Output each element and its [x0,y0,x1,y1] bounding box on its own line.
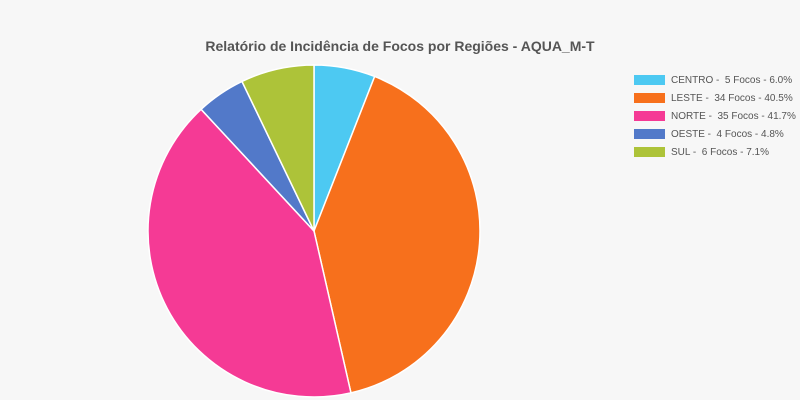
legend-item-sul[interactable]: SUL - 6 Focos - 7.1% [634,143,796,161]
legend-swatch [634,111,665,121]
legend-swatch [634,93,665,103]
legend: CENTRO - 5 Focos - 6.0% LESTE - 34 Focos … [634,71,796,161]
legend-swatch [634,147,665,157]
legend-item-centro[interactable]: CENTRO - 5 Focos - 6.0% [634,71,796,89]
legend-label: CENTRO - 5 Focos - 6.0% [671,74,793,86]
legend-swatch [634,129,665,139]
legend-item-norte[interactable]: NORTE - 35 Focos - 41.7% [634,107,796,125]
pie-slice-sul[interactable] [240,64,315,232]
legend-item-leste[interactable]: LESTE - 34 Focos - 40.5% [634,89,796,107]
chart-title: Relatório de Incidência de Focos por Reg… [205,38,595,54]
legend-label: LESTE - 34 Focos - 40.5% [671,92,793,104]
pie-slice-norte[interactable] [147,108,352,398]
legend-swatch [634,75,665,85]
legend-item-oeste[interactable]: OESTE - 4 Focos - 4.8% [634,125,796,143]
pie-slice-leste[interactable] [313,75,481,394]
legend-label: OESTE - 4 Focos - 4.8% [671,128,784,140]
legend-label: SUL - 6 Focos - 7.1% [671,146,769,158]
legend-label: NORTE - 35 Focos - 41.7% [671,110,796,122]
